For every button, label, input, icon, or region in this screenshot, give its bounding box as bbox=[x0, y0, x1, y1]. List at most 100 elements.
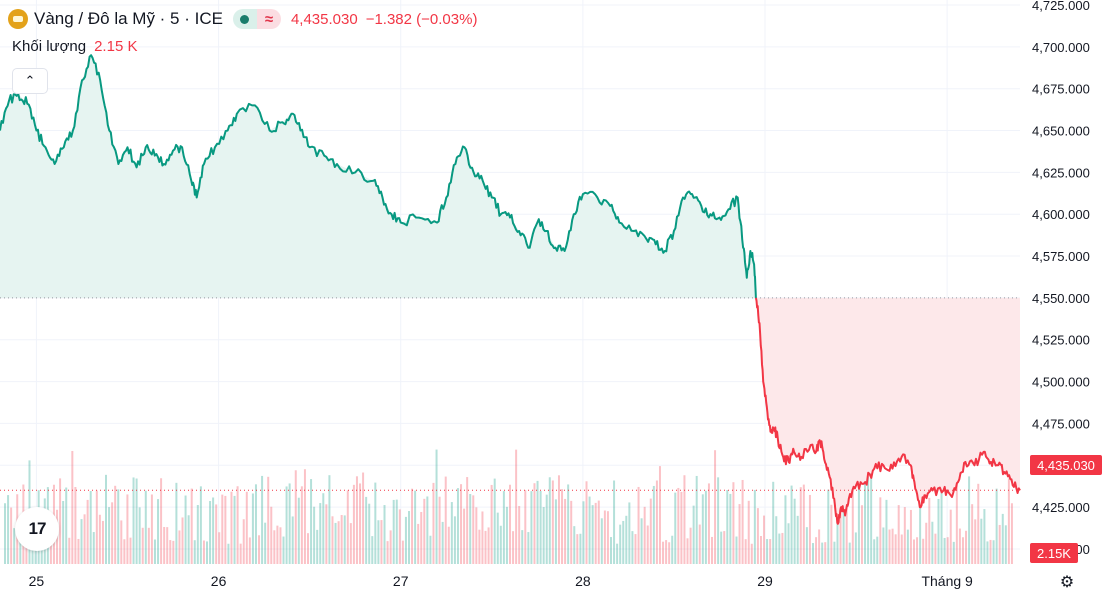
volume-bar bbox=[750, 543, 753, 564]
market-status-pill[interactable]: ≈ bbox=[232, 9, 281, 29]
volume-bar bbox=[808, 494, 811, 564]
volume-bar bbox=[539, 491, 542, 564]
y-tick-label: 4,575.000 bbox=[1032, 249, 1090, 264]
volume-bar bbox=[264, 522, 267, 564]
volume-bar bbox=[236, 486, 239, 564]
volume-bar bbox=[460, 484, 463, 564]
x-tick-label: 25 bbox=[29, 573, 45, 589]
volume-bar bbox=[190, 488, 193, 564]
volume-bar bbox=[548, 477, 551, 564]
volume-bar bbox=[426, 496, 429, 564]
volume-bar bbox=[738, 504, 741, 564]
volume-bar bbox=[812, 543, 814, 564]
volume-bar bbox=[245, 491, 248, 564]
volume-bar bbox=[665, 540, 668, 564]
volume-bar bbox=[71, 450, 74, 564]
volume-bar bbox=[441, 521, 444, 564]
volume-bar bbox=[952, 541, 955, 564]
volume-bar bbox=[613, 480, 616, 564]
last-price-badge: 4,435.030 bbox=[1030, 455, 1102, 475]
volume-bar bbox=[977, 483, 980, 564]
volume-bar bbox=[163, 526, 166, 564]
volume-bar bbox=[181, 517, 184, 564]
volume-bar bbox=[524, 490, 527, 564]
volume-bar bbox=[218, 532, 221, 564]
volume-bar bbox=[374, 482, 377, 564]
volume-bar bbox=[870, 467, 873, 564]
tradingview-logo[interactable]: 17 bbox=[15, 507, 59, 551]
volume-bar bbox=[649, 498, 652, 564]
volume-bar bbox=[913, 539, 915, 564]
volume-bar bbox=[444, 476, 447, 564]
volume-bar bbox=[885, 499, 888, 564]
symbol-title[interactable]: Vàng / Đô la Mỹ · 5 · ICE bbox=[34, 9, 223, 28]
volume-bar bbox=[854, 532, 857, 564]
volume-bar bbox=[319, 503, 322, 564]
settings-gear-icon[interactable]: ⚙ bbox=[1059, 574, 1075, 591]
volume-bar bbox=[273, 530, 276, 564]
volume-bar bbox=[980, 518, 983, 564]
volume-label[interactable]: Khối lượng bbox=[12, 38, 87, 55]
volume-bar bbox=[668, 542, 671, 564]
volume-bar bbox=[579, 533, 582, 564]
volume-bar bbox=[392, 499, 395, 564]
volume-bar bbox=[864, 450, 867, 564]
volume-bar bbox=[184, 495, 187, 564]
volume-bar bbox=[573, 526, 576, 564]
volume-bar bbox=[545, 494, 548, 564]
volume-bar bbox=[380, 520, 383, 564]
volume-bar bbox=[123, 539, 126, 564]
volume-bar bbox=[833, 541, 836, 564]
volume-bar bbox=[701, 494, 704, 564]
gold-coin-icon bbox=[8, 9, 28, 29]
volume-bar bbox=[906, 529, 909, 564]
volume-bar bbox=[209, 501, 212, 564]
volume-bar bbox=[120, 520, 123, 564]
volume-bar bbox=[7, 495, 10, 564]
volume-bar bbox=[83, 514, 86, 564]
volume-bar bbox=[909, 509, 912, 564]
volume-bar bbox=[386, 541, 389, 564]
volume-bar bbox=[585, 481, 588, 564]
volume-bar bbox=[493, 478, 496, 564]
price-line-up bbox=[0, 54, 757, 298]
volume-bar bbox=[958, 528, 961, 564]
volume-bar bbox=[450, 502, 453, 564]
volume-bar bbox=[340, 515, 343, 564]
volume-bar bbox=[775, 516, 778, 564]
volume-bar bbox=[802, 484, 805, 564]
volume-bar bbox=[469, 493, 472, 564]
volume-bar bbox=[389, 530, 392, 564]
volume-bar bbox=[680, 491, 683, 564]
up-fill-area bbox=[0, 55, 756, 298]
volume-bar bbox=[509, 484, 511, 564]
volume-bar bbox=[408, 511, 410, 564]
volume-bar bbox=[557, 475, 560, 564]
volume-bar bbox=[821, 542, 824, 564]
volume-bar bbox=[662, 541, 665, 564]
volume-bar bbox=[355, 476, 358, 564]
volume-bar bbox=[759, 535, 762, 564]
volume-bar bbox=[652, 485, 655, 564]
volume-bar bbox=[157, 499, 160, 564]
volume-bar bbox=[270, 506, 273, 564]
x-tick-label: 28 bbox=[575, 573, 591, 589]
volume-bar bbox=[815, 537, 818, 564]
volume-bar bbox=[279, 527, 282, 564]
volume-bar bbox=[763, 515, 766, 564]
volume-bar bbox=[86, 499, 89, 564]
volume-bar bbox=[300, 486, 303, 564]
volume-bar bbox=[842, 488, 845, 564]
volume-bar bbox=[961, 537, 964, 564]
volume-bar bbox=[59, 478, 62, 564]
volume-bar bbox=[475, 507, 478, 564]
volume-bar bbox=[707, 483, 710, 564]
collapse-legend-button[interactable]: ⌃ bbox=[12, 68, 48, 94]
volume-bar bbox=[787, 523, 790, 564]
volume-bar bbox=[778, 533, 781, 564]
volume-bar bbox=[242, 519, 245, 564]
volume-bar bbox=[34, 540, 37, 564]
volume-bar bbox=[931, 521, 934, 564]
volume-bar bbox=[542, 507, 545, 564]
